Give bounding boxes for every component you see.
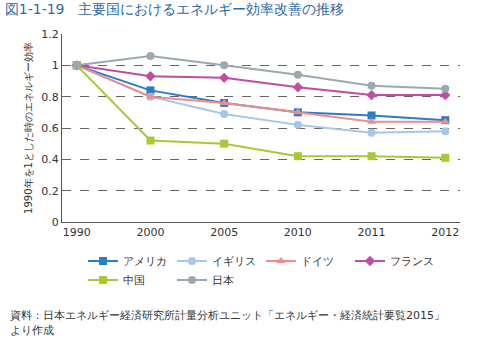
svg-text:2005: 2005 bbox=[210, 226, 238, 239]
svg-text:日本: 日本 bbox=[212, 274, 234, 287]
svg-text:2011: 2011 bbox=[358, 226, 386, 239]
svg-text:ドイツ: ドイツ bbox=[301, 255, 334, 268]
svg-text:2012: 2012 bbox=[431, 226, 459, 239]
svg-text:中国: 中国 bbox=[123, 274, 145, 287]
svg-text:1.2: 1.2 bbox=[41, 28, 59, 41]
svg-text:0.8: 0.8 bbox=[41, 91, 59, 104]
svg-text:2010: 2010 bbox=[284, 226, 312, 239]
svg-text:アメリカ: アメリカ bbox=[123, 255, 167, 268]
svg-text:2000: 2000 bbox=[136, 226, 164, 239]
svg-text:1: 1 bbox=[52, 59, 59, 72]
svg-text:1990年を1とした時のエネルギー効率: 1990年を1とした時のエネルギー効率 bbox=[23, 42, 34, 214]
svg-text:0.2: 0.2 bbox=[41, 185, 59, 198]
svg-text:0.4: 0.4 bbox=[41, 153, 59, 166]
svg-text:0.6: 0.6 bbox=[41, 122, 59, 135]
svg-text:図1-1-19 主要国におけるエネルギー効率改善の推移: 図1-1-19 主要国におけるエネルギー効率改善の推移 bbox=[5, 1, 345, 17]
html-text:資料：日本エネルギー経済研究所計量分析ユニット「エネルギー・: 資料：日本エネルギー経済研究所計量分析ユニット「エネルギー・経済統計要覧2015… bbox=[10, 309, 445, 337]
svg-text:フランス: フランス bbox=[390, 255, 434, 268]
svg-text:1990: 1990 bbox=[63, 226, 91, 239]
svg-text:0: 0 bbox=[52, 216, 59, 229]
svg-text:イギリス: イギリス bbox=[212, 255, 256, 268]
